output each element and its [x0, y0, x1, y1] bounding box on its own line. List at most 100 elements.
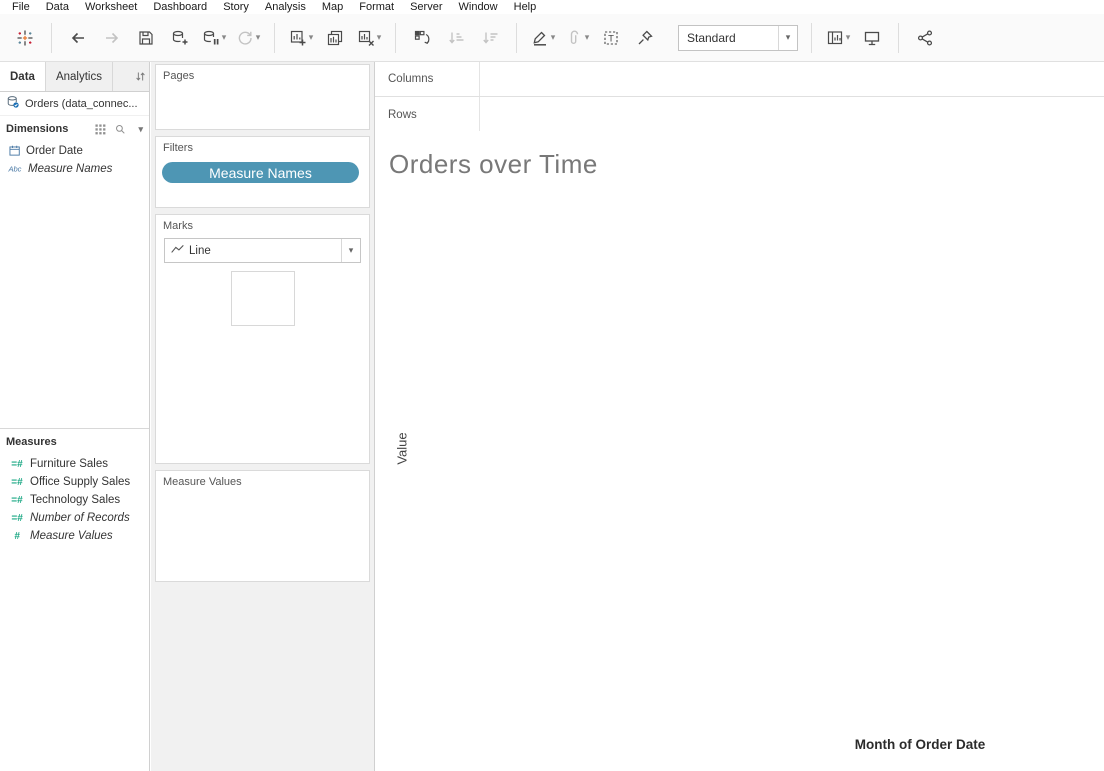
- field-number-of-records[interactable]: =# Number of Records: [0, 509, 149, 527]
- field-furniture-sales[interactable]: =# Furniture Sales: [0, 455, 149, 473]
- new-data-source-icon: [171, 29, 189, 47]
- show-me-button[interactable]: ▾: [823, 23, 853, 53]
- x-axis-title: Month of Order Date: [854, 737, 986, 752]
- field-order-date[interactable]: Order Date: [0, 142, 149, 160]
- menu-item-map[interactable]: Map: [321, 1, 344, 13]
- data-source-label: Orders (data_connec...: [25, 97, 138, 110]
- pages-label: Pages: [163, 70, 195, 82]
- field-office-supply-sales[interactable]: =# Office Supply Sales: [0, 473, 149, 491]
- toolbar: ▾ ▾ ▾ ▾ ▾ ▾ T Standard ▾ ▾: [0, 14, 1104, 62]
- show-me-caret-icon[interactable]: ▾: [845, 32, 851, 42]
- redo-button[interactable]: [97, 23, 127, 53]
- menu-item-format[interactable]: Format: [359, 1, 395, 13]
- measure-values-card[interactable]: Measure Values: [155, 470, 370, 582]
- abc-icon: Abc: [8, 161, 24, 177]
- field-measure-values[interactable]: # Measure Values: [0, 527, 149, 545]
- swap-rows-columns-icon: [413, 29, 431, 47]
- menu-item-analysis[interactable]: Analysis: [264, 1, 306, 13]
- chart-title: Orders over Time: [389, 149, 598, 179]
- menu-item-story[interactable]: Story: [223, 1, 249, 13]
- save-icon: [137, 29, 155, 47]
- line-mark-icon: [170, 242, 185, 257]
- field-measure-names[interactable]: Abc Measure Names: [0, 160, 149, 178]
- pause-auto-updates-caret-icon[interactable]: ▾: [221, 32, 227, 42]
- toolbar-divider: [811, 22, 812, 53]
- menu-item-window[interactable]: Window: [458, 1, 498, 13]
- share-button[interactable]: [910, 23, 940, 53]
- field-label: Measure Names: [28, 163, 113, 175]
- cards-pane: Pages Filters Measure Names Marks Line ▾…: [151, 62, 375, 771]
- new-worksheet-button[interactable]: ▾: [286, 23, 316, 53]
- sort-ascending-button[interactable]: [441, 23, 471, 53]
- highlight-caret-icon[interactable]: ▾: [550, 32, 556, 42]
- highlight-icon: [531, 29, 549, 47]
- toolbar-divider: [395, 22, 396, 53]
- marks-label: Marks: [163, 220, 193, 232]
- fix-axes-icon: [636, 29, 654, 47]
- tab-data[interactable]: Data: [0, 62, 46, 91]
- svg-text:T: T: [608, 33, 614, 44]
- menu-item-help[interactable]: Help: [513, 1, 537, 13]
- tab-analytics[interactable]: Analytics: [46, 62, 113, 91]
- fit-selector[interactable]: Standard ▾: [678, 24, 798, 51]
- sort-ascending-icon: [447, 29, 465, 47]
- menu-bar: File Data Worksheet Dashboard Story Analysis M…: [0, 0, 1104, 14]
- calendar-icon: [8, 144, 22, 158]
- redo-icon: [103, 29, 121, 47]
- pages-shelf[interactable]: Pages: [155, 64, 370, 130]
- menu-item-data[interactable]: Data: [45, 1, 69, 13]
- toolbar-divider: [274, 22, 275, 53]
- run-auto-updates-caret-icon[interactable]: ▾: [255, 32, 261, 42]
- field-label: Order Date: [26, 145, 83, 157]
- menu-item-file[interactable]: File: [12, 1, 30, 13]
- measure-icon: #: [14, 530, 20, 542]
- clear-sheet-caret-icon[interactable]: ▾: [376, 32, 382, 42]
- presentation-mode-button[interactable]: [857, 23, 887, 53]
- color-button[interactable]: [230, 271, 295, 326]
- filters-pill-measure-names[interactable]: Measure Names: [162, 162, 359, 183]
- fix-axes-button[interactable]: [630, 23, 660, 53]
- clear-sheet-button[interactable]: ▾: [354, 23, 384, 53]
- mark-type-select[interactable]: Line ▾: [164, 238, 361, 263]
- measure-icon: =#: [11, 476, 23, 488]
- tableau-logo-icon: [16, 29, 34, 47]
- menu-item-dashboard[interactable]: Dashboard: [153, 1, 208, 13]
- sort-descending-button[interactable]: [475, 23, 505, 53]
- pause-auto-updates-button[interactable]: ▾: [199, 23, 229, 53]
- data-source-row[interactable]: Orders (data_connec...: [0, 92, 149, 116]
- new-worksheet-caret-icon[interactable]: ▾: [308, 32, 314, 42]
- undo-icon: [69, 29, 87, 47]
- filters-shelf[interactable]: Filters Measure Names: [155, 136, 370, 208]
- y-axis-title: Value: [394, 432, 410, 465]
- measure-icon: =#: [11, 494, 23, 506]
- show-mark-labels-button[interactable]: T: [596, 23, 626, 53]
- rows-shelf[interactable]: Rows: [375, 97, 1104, 133]
- fit-selector-value: Standard: [687, 30, 736, 45]
- mark-type-value: Line: [189, 244, 211, 257]
- marks-card[interactable]: Marks Line ▾: [155, 214, 370, 464]
- dimensions-menu-caret-icon[interactable]: ▾: [138, 123, 143, 134]
- field-technology-sales[interactable]: =# Technology Sales: [0, 491, 149, 509]
- pause-auto-updates-icon: [202, 29, 220, 47]
- menu-item-worksheet[interactable]: Worksheet: [84, 1, 138, 13]
- data-pane: Data Analytics Orders (data_connec... Dim…: [0, 62, 150, 771]
- new-data-source-button[interactable]: [165, 23, 195, 53]
- view-as-grid-icon: [94, 123, 107, 136]
- duplicate-sheet-button[interactable]: [320, 23, 350, 53]
- highlight-button[interactable]: ▾: [528, 23, 558, 53]
- field-label: Number of Records: [30, 512, 130, 524]
- measure-icon: =#: [11, 458, 23, 470]
- group-members-caret-icon[interactable]: ▾: [584, 32, 590, 42]
- measures-label: Measures: [6, 436, 57, 448]
- pane-layout-toggle[interactable]: [131, 62, 149, 91]
- undo-button[interactable]: [63, 23, 93, 53]
- save-button[interactable]: [131, 23, 161, 53]
- fit-selector-caret-icon[interactable]: ▾: [778, 25, 797, 50]
- menu-item-server[interactable]: Server: [410, 1, 443, 13]
- swap-rows-and-columns-button[interactable]: [407, 23, 437, 53]
- run-auto-updates-button[interactable]: ▾: [233, 23, 263, 53]
- dimensions-header: Dimensions ▾: [0, 116, 149, 142]
- mark-type-caret-icon[interactable]: ▾: [341, 239, 360, 262]
- columns-shelf[interactable]: Columns: [375, 62, 1104, 97]
- group-members-button[interactable]: ▾: [562, 23, 592, 53]
